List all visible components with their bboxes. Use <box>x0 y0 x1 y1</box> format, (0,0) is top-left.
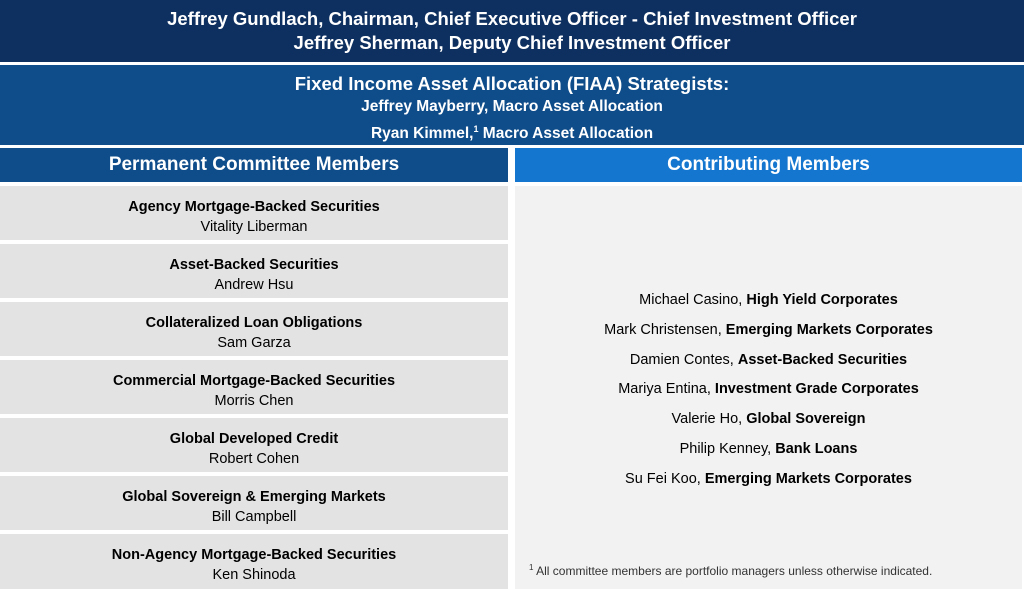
contributing-member: Su Fei Koo, Emerging Markets Corporates <box>515 465 1022 495</box>
fiaa-member-2-name: Ryan Kimmel, <box>370 125 474 143</box>
member-name: Robert Cohen <box>208 451 300 467</box>
member-area: High Yield Corporates <box>746 292 898 308</box>
member-name: Morris Chen <box>214 393 294 409</box>
contributing-member: Mark Christensen, Emerging Markets Corpo… <box>515 316 1022 346</box>
deputy-cio-line: Jeffrey Sherman, Deputy Chief Investment… <box>293 32 731 53</box>
contributing-member: Damien Contes, Asset-Backed Securities <box>515 346 1022 376</box>
member-name: Mariya Entina, <box>618 381 715 398</box>
member-name: Su Fei Koo, <box>625 470 705 487</box>
member-name: Bill Campbell <box>211 509 297 525</box>
leadership-banner: Jeffrey Gundlach, Chairman, Chief Execut… <box>0 0 1024 62</box>
member-area: Global Sovereign <box>746 411 866 428</box>
permanent-member-cell: Global Developed Credit Robert Cohen <box>0 418 508 472</box>
contributing-members-panel: Michael Casino, High Yield Corporates Ma… <box>515 186 1022 589</box>
member-area: Emerging Markets Corporates <box>725 321 933 338</box>
member-name: Vitality Liberman <box>200 219 308 235</box>
member-name: Sam Garza <box>217 335 291 351</box>
permanent-member-cell: Commercial Mortgage-Backed Securities Mo… <box>0 360 508 414</box>
contributing-members-heading: Contributing Members <box>515 148 1022 182</box>
sector-title: Agency Mortgage-Backed Securities <box>128 199 380 215</box>
member-area: Emerging Markets Corporates <box>704 470 912 487</box>
footnote-marker: 1 <box>473 124 479 134</box>
sector-title: Commercial Mortgage-Backed Securities <box>112 373 396 389</box>
contributing-member: Michael Casino, High Yield Corporates <box>515 286 1022 316</box>
member-area: Asset-Backed Securities <box>737 351 908 368</box>
footnote-marker: 1 <box>529 563 534 572</box>
member-name: Andrew Hsu <box>214 277 294 293</box>
permanent-member-cell: Global Sovereign & Emerging Markets Bill… <box>0 476 508 530</box>
permanent-member-cell: Collateralized Loan Obligations Sam Garz… <box>0 302 508 356</box>
member-name: Philip Kenney, <box>679 440 776 457</box>
permanent-member-cell: Asset-Backed Securities Andrew Hsu <box>0 244 508 298</box>
member-name: Michael Casino, <box>639 292 747 308</box>
sector-title: Global Sovereign & Emerging Markets <box>122 489 386 505</box>
contributing-member: Mariya Entina, Investment Grade Corporat… <box>515 375 1022 405</box>
permanent-members-heading: Permanent Committee Members <box>0 148 508 182</box>
sector-title: Collateralized Loan Obligations <box>145 315 363 331</box>
contributing-member: Philip Kenney, Bank Loans <box>515 435 1022 465</box>
contributing-member: Valerie Ho, Global Sovereign <box>515 405 1022 435</box>
footnote-text: All committee members are portfolio mana… <box>533 564 933 578</box>
footnote: 1 All committee members are portfolio ma… <box>529 563 932 578</box>
sector-title: Global Developed Credit <box>169 431 339 447</box>
fiaa-banner: Fixed Income Asset Allocation (FIAA) Str… <box>0 65 1024 145</box>
permanent-member-cell: Agency Mortgage-Backed Securities Vitali… <box>0 186 508 240</box>
contributing-members-list: Michael Casino, High Yield Corporates Ma… <box>515 286 1022 495</box>
member-name: Mark Christensen, <box>604 321 726 338</box>
member-name: Ken Shinoda <box>212 567 296 583</box>
member-name: Valerie Ho, <box>671 411 747 428</box>
sector-title: Non-Agency Mortgage-Backed Securities <box>111 547 397 563</box>
fiaa-member-1: Jeffrey Mayberry, Macro Asset Allocation <box>361 98 663 115</box>
member-area: Bank Loans <box>775 440 858 457</box>
member-area: Investment Grade Corporates <box>714 381 919 398</box>
fiaa-member-2-role: Macro Asset Allocation <box>478 125 654 143</box>
permanent-member-cell: Non-Agency Mortgage-Backed Securities Ke… <box>0 534 508 589</box>
sector-title: Asset-Backed Securities <box>169 257 339 273</box>
fiaa-member-2: Ryan Kimmel,1 Macro Asset Allocation <box>0 118 1024 145</box>
fiaa-title: Fixed Income Asset Allocation (FIAA) Str… <box>294 73 730 94</box>
member-name: Damien Contes, <box>629 351 738 368</box>
ceo-line: Jeffrey Gundlach, Chairman, Chief Execut… <box>167 8 857 29</box>
